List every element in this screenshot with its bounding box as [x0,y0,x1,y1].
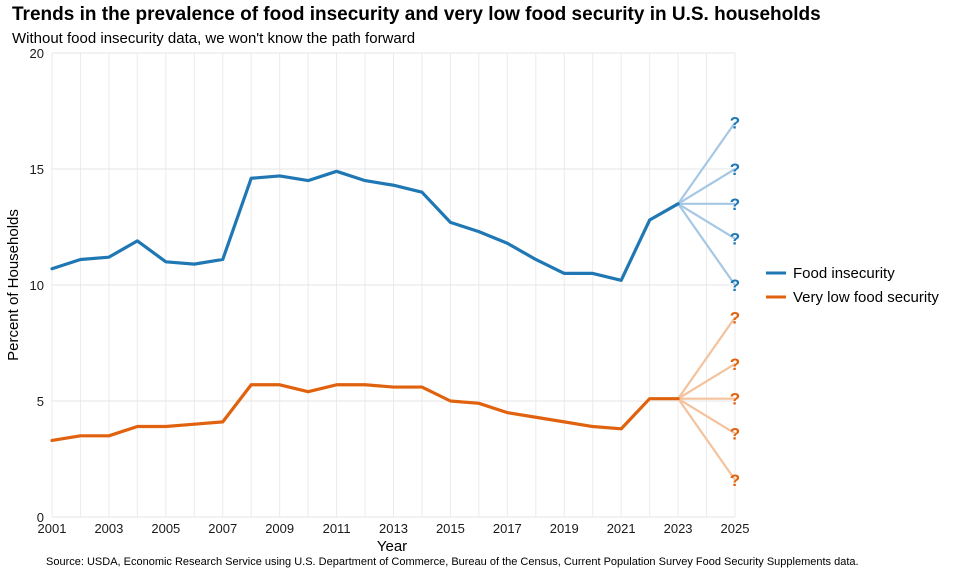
x-tick-label: 2025 [721,521,750,536]
projection-question-mark: ? [730,230,740,249]
projection-line [677,362,736,400]
projection-question-mark: ? [730,276,740,295]
chart-subtitle: Without food insecurity data, we won't k… [12,30,416,47]
projection-line [677,168,736,205]
projection-question-mark: ? [730,471,740,490]
x-tick-label: 2013 [379,521,408,536]
x-tick-label: 2011 [323,521,351,536]
y-axis-title: Percent of Households [5,209,22,361]
x-tick-label: 2019 [550,521,579,536]
series-lines [50,169,680,443]
x-axis-ticks: 2001 2003 2005 2007 2009 2011 2013 2015 2017 2019… [38,521,750,536]
y-tick-label: 15 [30,162,44,177]
legend-label: Very low food security [793,289,939,306]
projection-line [677,203,736,286]
chart-title: Trends in the prevalence of food insecur… [12,4,821,25]
legend: Food insecurity Very low food security [766,265,939,306]
projection-line [677,121,736,205]
x-tick-label: 2005 [151,521,180,536]
projection-lines [677,121,736,481]
projection-markers: ?????????? [730,114,740,490]
projection-line [677,202,736,240]
x-tick-label: 2023 [664,521,693,536]
y-tick-label: 5 [37,394,44,409]
x-tick-label: 2001 [38,521,67,536]
projection-question-mark: ? [730,195,740,214]
projection-question-mark: ? [730,114,740,133]
projection-question-mark: ? [730,355,740,374]
projection-line [677,398,736,481]
x-tick-label: 2007 [208,521,237,536]
y-tick-label: 20 [30,46,44,61]
gridlines [51,52,736,518]
x-tick-label: 2017 [493,521,522,536]
projection-question-mark: ? [730,308,740,327]
projection-question-mark: ? [730,160,740,179]
x-tick-label: 2003 [94,521,123,536]
projection-line [677,316,736,400]
x-tick-label: 2009 [265,521,294,536]
x-axis-title: Year [377,538,407,555]
x-tick-label: 2015 [436,521,465,536]
legend-label: Food insecurity [793,265,895,282]
y-axis-ticks: 0 5 10 15 20 [30,46,44,525]
series-line-very-low-food-security [50,383,680,443]
y-tick-label: 10 [30,278,44,293]
x-tick-label: 2021 [607,521,636,536]
projection-question-mark: ? [730,424,740,443]
source-note: Source: USDA, Economic Research Service … [46,556,859,568]
y-tick-label: 0 [37,510,44,525]
projection-line [677,397,736,435]
series-line-food-insecurity [50,169,680,282]
projection-question-mark: ? [730,390,740,409]
